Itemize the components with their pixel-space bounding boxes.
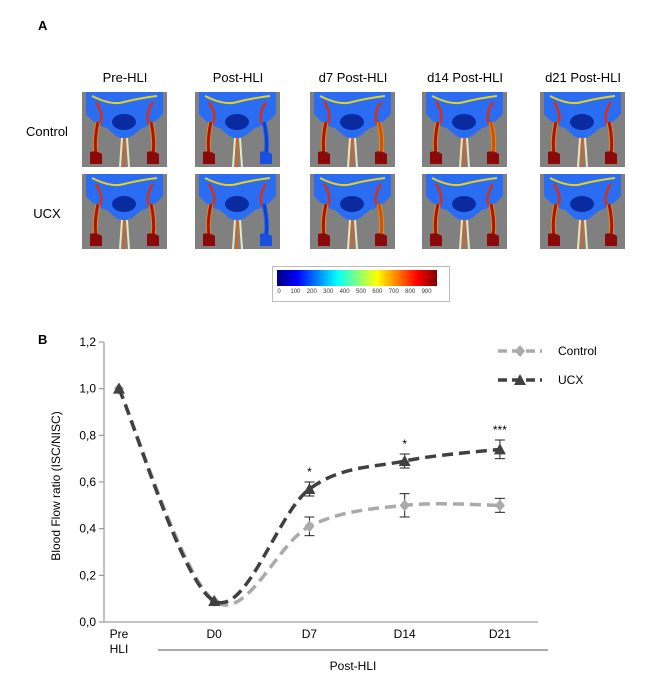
scan-image-control-pre-hli <box>82 92 167 167</box>
scan-image-control-d21 <box>540 92 625 167</box>
y-tick-label: 0,0 <box>79 615 96 629</box>
x-tick-label: D14 <box>394 627 416 641</box>
blood-flow-chart: 0,0 0,2 0,4 0,6 0,8 1,0 1,2 Blood Flow ratio (I… <box>49 335 597 673</box>
panel-b-letter: B <box>38 332 48 347</box>
y-tick-label: 0,2 <box>79 568 96 582</box>
column-label-d7: d7 Post-HLI <box>318 70 388 85</box>
colorbar-tick-label: 900 <box>421 289 432 295</box>
y-tick-label: 0,6 <box>79 475 96 489</box>
legend-label-control: Control <box>558 344 597 358</box>
colorbar: 0 100 200 300 400 500 600 700 800 900 <box>272 266 450 302</box>
colorbar-tick-label: 300 <box>323 289 334 295</box>
colorbar-tick-label: 500 <box>355 289 367 295</box>
colorbar-gradient <box>277 270 437 286</box>
x-axis-title: Post-HLI <box>330 659 377 673</box>
significance-marker: * <box>402 437 407 451</box>
series-line-control <box>117 387 500 607</box>
data-point-ucx <box>208 595 221 606</box>
colorbar-ticks: 0 100 200 300 400 500 600 700 800 900 <box>273 289 449 299</box>
scan-image-ucx-d7 <box>310 174 395 249</box>
series-line-ucx <box>117 387 501 605</box>
scan-image-ucx-pre-hli <box>82 174 167 249</box>
scan-image-ucx-d14 <box>422 174 507 249</box>
colorbar-tick-label: 800 <box>405 289 416 295</box>
x-tick-label: HLI <box>110 642 129 656</box>
y-axis-title: Blood Flow ratio (ISC/NISC) <box>49 411 63 560</box>
data-point-ucx <box>112 382 125 394</box>
y-tick-label: 0,8 <box>79 428 96 442</box>
scan-image-control-d14 <box>422 92 507 167</box>
y-tick-label: 0,4 <box>79 522 96 536</box>
panel-a-letter: A <box>38 18 48 33</box>
y-tick-label: 1,0 <box>79 382 96 396</box>
x-tick-label: Pre <box>110 627 129 641</box>
column-label-d21: d21 Post-HLI <box>545 70 621 85</box>
column-label-d14: d14 Post-HLI <box>427 70 503 85</box>
colorbar-tick-label: 600 <box>372 289 383 295</box>
y-tick-label: 1,2 <box>79 335 96 349</box>
significance-marker: * <box>307 465 312 479</box>
x-tick-label: D7 <box>302 627 318 641</box>
scan-image-control-post-hli <box>195 92 280 167</box>
data-point-ucx <box>493 443 506 455</box>
data-point-ucx <box>398 455 411 466</box>
data-point-control <box>304 520 315 533</box>
scan-image-control-d7 <box>310 92 395 167</box>
significance-marker: *** <box>493 423 507 437</box>
scan-image-ucx-d21 <box>540 174 625 249</box>
colorbar-tick-label: 400 <box>339 289 350 295</box>
scan-image-ucx-post-hli <box>195 174 280 249</box>
colorbar-tick-label: 700 <box>388 289 399 295</box>
x-tick-label: D0 <box>207 627 223 641</box>
data-point-control <box>399 499 410 512</box>
legend-label-ucx: UCX <box>558 373 583 387</box>
row-label-ucx: UCX <box>33 206 61 221</box>
data-point-ucx <box>303 483 316 494</box>
x-tick-label: D21 <box>489 627 511 641</box>
column-label-post-hli: Post-HLI <box>212 70 264 85</box>
column-label-pre-hli: Pre-HLI <box>102 70 148 85</box>
legend-marker-ucx <box>514 374 526 385</box>
row-label-control: Control <box>26 124 68 139</box>
data-point-control <box>494 499 505 512</box>
legend-marker-control <box>515 345 525 357</box>
colorbar-tick-label: 100 <box>290 289 301 295</box>
colorbar-tick-label: 0 <box>277 289 281 295</box>
colorbar-tick-label: 200 <box>306 289 317 295</box>
